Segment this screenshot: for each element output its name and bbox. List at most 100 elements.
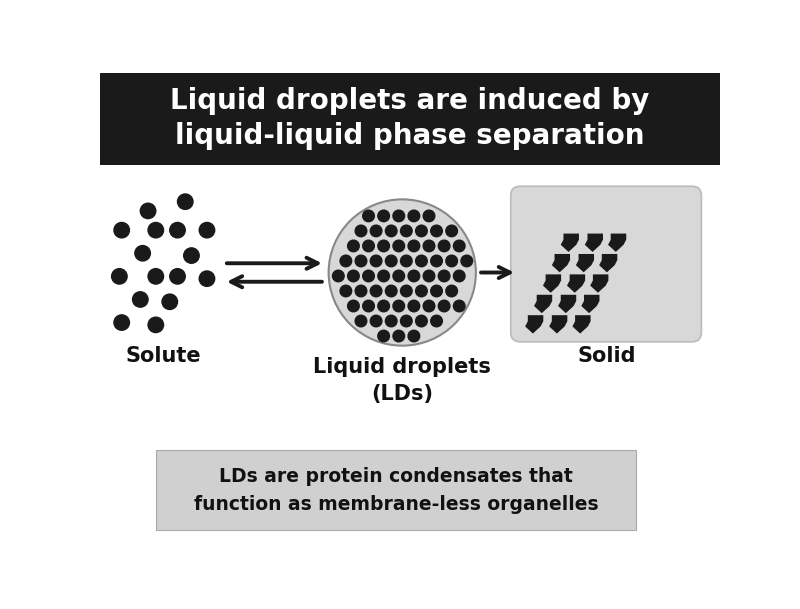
Circle shape <box>393 330 405 342</box>
Circle shape <box>370 255 382 267</box>
Circle shape <box>329 199 476 346</box>
Circle shape <box>112 269 127 284</box>
Circle shape <box>148 269 163 284</box>
Circle shape <box>378 330 390 342</box>
Circle shape <box>333 270 344 282</box>
Circle shape <box>430 225 442 237</box>
Circle shape <box>386 255 397 267</box>
Circle shape <box>378 210 390 222</box>
Polygon shape <box>585 234 603 252</box>
Circle shape <box>133 292 148 307</box>
Text: LDs are protein condensates that
function as membrane-less organelles: LDs are protein condensates that functio… <box>194 466 598 513</box>
Circle shape <box>454 240 465 252</box>
Circle shape <box>386 285 397 297</box>
Circle shape <box>362 240 374 252</box>
Circle shape <box>355 255 366 267</box>
Circle shape <box>446 285 458 297</box>
Circle shape <box>401 225 412 237</box>
Circle shape <box>416 225 427 237</box>
Polygon shape <box>582 295 599 313</box>
FancyBboxPatch shape <box>156 449 636 530</box>
Circle shape <box>114 222 130 238</box>
Circle shape <box>393 240 405 252</box>
Polygon shape <box>608 234 626 252</box>
Text: Solute: Solute <box>126 346 202 365</box>
Polygon shape <box>534 295 552 313</box>
Circle shape <box>114 315 130 330</box>
Circle shape <box>148 222 163 238</box>
Polygon shape <box>543 275 561 293</box>
Circle shape <box>423 300 435 312</box>
Circle shape <box>370 285 382 297</box>
Circle shape <box>340 285 352 297</box>
Circle shape <box>378 240 390 252</box>
FancyBboxPatch shape <box>510 186 702 342</box>
Polygon shape <box>567 275 585 293</box>
Polygon shape <box>599 254 618 272</box>
Circle shape <box>386 225 397 237</box>
Circle shape <box>162 294 178 309</box>
Polygon shape <box>549 315 567 334</box>
FancyBboxPatch shape <box>100 73 720 164</box>
Circle shape <box>438 300 450 312</box>
Circle shape <box>393 210 405 222</box>
Circle shape <box>454 270 465 282</box>
Circle shape <box>446 225 458 237</box>
Polygon shape <box>590 275 609 293</box>
Circle shape <box>199 222 214 238</box>
Polygon shape <box>552 254 570 272</box>
Circle shape <box>362 300 374 312</box>
Circle shape <box>416 315 427 327</box>
Circle shape <box>408 210 420 222</box>
Circle shape <box>386 315 397 327</box>
Circle shape <box>393 270 405 282</box>
Circle shape <box>401 255 412 267</box>
Circle shape <box>438 270 450 282</box>
Circle shape <box>423 270 435 282</box>
Polygon shape <box>573 315 590 334</box>
Circle shape <box>408 330 420 342</box>
Circle shape <box>401 315 412 327</box>
Circle shape <box>416 255 427 267</box>
Circle shape <box>170 269 186 284</box>
Circle shape <box>393 300 405 312</box>
Circle shape <box>454 300 465 312</box>
Circle shape <box>408 300 420 312</box>
Circle shape <box>355 225 366 237</box>
Text: Liquid droplets
(LDs): Liquid droplets (LDs) <box>314 357 491 404</box>
Circle shape <box>461 255 473 267</box>
Circle shape <box>430 255 442 267</box>
Circle shape <box>430 285 442 297</box>
Circle shape <box>423 240 435 252</box>
Circle shape <box>423 210 435 222</box>
Circle shape <box>140 203 156 219</box>
Circle shape <box>348 300 359 312</box>
Circle shape <box>401 285 412 297</box>
Circle shape <box>408 240 420 252</box>
Circle shape <box>148 317 163 333</box>
Circle shape <box>340 255 352 267</box>
Circle shape <box>184 248 199 263</box>
Circle shape <box>438 240 450 252</box>
Circle shape <box>362 270 374 282</box>
Circle shape <box>378 270 390 282</box>
Circle shape <box>355 285 366 297</box>
Circle shape <box>348 240 359 252</box>
Circle shape <box>362 210 374 222</box>
Text: Liquid droplets are induced by
liquid-liquid phase separation: Liquid droplets are induced by liquid-li… <box>170 86 650 150</box>
Circle shape <box>430 315 442 327</box>
Polygon shape <box>576 254 594 272</box>
Text: Solid: Solid <box>578 346 636 365</box>
Circle shape <box>408 270 420 282</box>
Circle shape <box>355 315 366 327</box>
Polygon shape <box>561 234 579 252</box>
Circle shape <box>446 255 458 267</box>
Polygon shape <box>558 295 576 313</box>
Circle shape <box>378 300 390 312</box>
Circle shape <box>370 315 382 327</box>
Circle shape <box>170 222 186 238</box>
Polygon shape <box>525 315 543 334</box>
Circle shape <box>416 285 427 297</box>
Circle shape <box>199 271 214 286</box>
Circle shape <box>135 245 150 261</box>
